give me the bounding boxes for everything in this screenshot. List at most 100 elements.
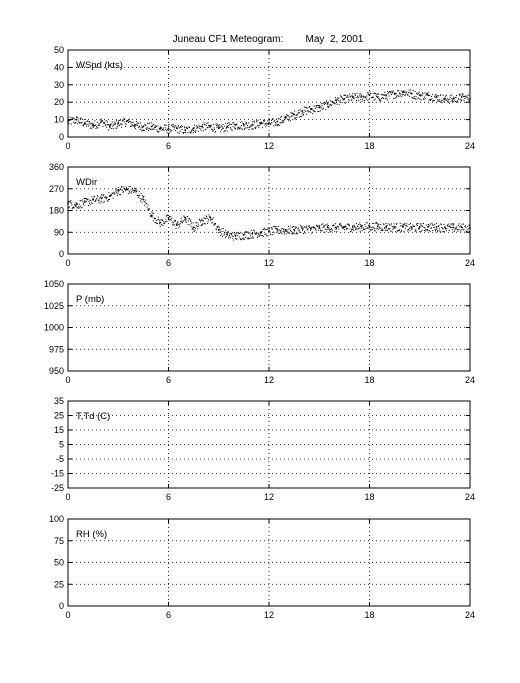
data-dot: [464, 225, 466, 227]
data-dot: [421, 225, 423, 227]
data-dot: [291, 226, 293, 228]
data-dot: [341, 225, 343, 227]
data-dot: [430, 99, 432, 101]
data-dot: [351, 98, 353, 100]
data-dot: [326, 229, 328, 231]
data-dot: [453, 101, 455, 103]
data-dot: [197, 130, 199, 132]
data-dot: [81, 119, 83, 121]
data-dot: [457, 224, 459, 226]
data-dot: [80, 205, 82, 207]
data-dot: [436, 99, 438, 101]
data-dot: [136, 189, 138, 191]
data-dot: [386, 224, 388, 226]
data-dot: [217, 126, 219, 128]
data-dot: [302, 232, 304, 234]
data-dot: [400, 90, 402, 92]
data-dot: [428, 230, 430, 232]
data-dot: [345, 226, 347, 228]
data-dot: [210, 219, 212, 221]
y-tick-label: 950: [49, 366, 64, 376]
data-dot: [172, 223, 174, 225]
data-dot: [108, 198, 110, 200]
data-dot: [314, 226, 316, 228]
data-dot: [211, 218, 213, 220]
data-point: [418, 226, 421, 228]
data-dot: [156, 222, 158, 224]
data-point: [117, 189, 120, 191]
y-tick-label: 0: [59, 601, 64, 611]
data-dot: [175, 220, 177, 222]
data-point: [402, 226, 404, 228]
data-dot: [288, 120, 290, 122]
data-dot: [222, 235, 224, 237]
data-dot: [183, 126, 185, 128]
data-dot: [289, 120, 291, 122]
data-dot: [451, 94, 453, 96]
data-dot: [409, 223, 411, 225]
data-dot: [303, 106, 305, 108]
data-dot: [339, 223, 341, 225]
data-dot: [466, 231, 468, 233]
data-dot: [440, 224, 442, 226]
data-dot: [398, 96, 400, 98]
data-dot: [85, 197, 87, 199]
data-dot: [421, 229, 423, 231]
data-dot: [184, 218, 186, 220]
data-dot: [439, 100, 441, 102]
panel-label: T,Td (C): [76, 411, 110, 422]
data-dot: [352, 228, 354, 230]
data-dot: [375, 227, 377, 229]
data-dot: [328, 106, 330, 108]
data-dot: [323, 102, 325, 104]
data-dot: [380, 99, 382, 101]
data-point: [192, 226, 195, 229]
data-dot: [159, 220, 161, 222]
data-dot: [465, 96, 467, 98]
data-dot: [74, 204, 76, 206]
data-dot: [353, 224, 355, 226]
data-dot: [315, 229, 317, 231]
data-dot: [253, 230, 255, 232]
data-dot: [252, 128, 254, 130]
data-dot: [209, 215, 211, 217]
data-dot: [336, 227, 337, 229]
data-dot: [234, 127, 236, 129]
data-dot: [360, 99, 362, 101]
data-dot: [434, 229, 436, 231]
data-dot: [257, 235, 259, 237]
data-dot: [304, 107, 306, 109]
data-dot: [408, 89, 410, 91]
data-dot: [248, 238, 250, 240]
data-dot: [129, 125, 131, 127]
data-dot: [105, 196, 107, 198]
data-dot: [270, 233, 272, 235]
data-dot: [248, 129, 250, 131]
data-point: [184, 216, 187, 219]
data-dot: [104, 121, 106, 123]
data-dot: [153, 124, 155, 126]
data-dot: [271, 118, 273, 120]
data-dot: [196, 225, 198, 227]
data-point: [226, 125, 229, 128]
data-dot: [303, 230, 305, 232]
data-dot: [118, 190, 120, 192]
data-dot: [280, 231, 282, 233]
data-point: [175, 224, 178, 226]
data-point: [385, 94, 388, 97]
data-dot: [84, 118, 86, 120]
data-dot: [452, 96, 454, 98]
data-dot: [90, 199, 92, 201]
data-dot: [311, 232, 313, 234]
data-dot: [121, 186, 123, 188]
data-dot: [258, 233, 260, 235]
data-dot: [453, 97, 455, 99]
data-dot: [454, 229, 456, 231]
data-dot: [179, 225, 181, 227]
data-dot: [162, 127, 164, 129]
data-dot: [356, 95, 358, 97]
data-dot: [148, 208, 150, 210]
data-point: [443, 226, 446, 229]
